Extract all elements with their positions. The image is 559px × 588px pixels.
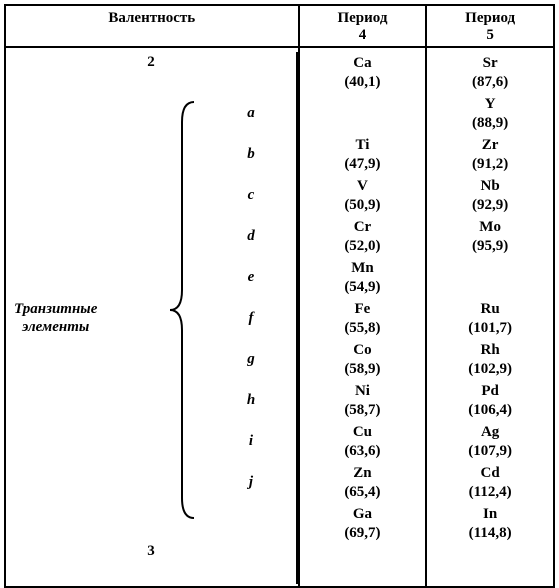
- period-5-cell: Sr (87,6) Y (88,9) Zr (91,2) Nb (92,9) Mo (95…: [426, 47, 554, 587]
- valency-cell: 2 Транзитные элементы a b c d e f g h: [5, 47, 299, 587]
- element-symbol: Cu: [353, 424, 372, 440]
- element-symbol: Y: [485, 96, 496, 112]
- element-mass: (114,8): [469, 525, 512, 541]
- cell-p4: V (50,9): [300, 175, 426, 216]
- cell-p4: Ca (40,1): [300, 52, 426, 93]
- element-mass: (50,9): [344, 197, 380, 213]
- element-mass: (58,7): [344, 402, 380, 418]
- element-mass: (106,4): [468, 402, 512, 418]
- element-mass: (92,9): [472, 197, 508, 213]
- element-symbol: Mo: [479, 219, 501, 235]
- cell-p4: Cu (63,6): [300, 421, 426, 462]
- element-mass: (54,9): [344, 279, 380, 295]
- cell-p5: Pd (106,4): [427, 380, 553, 421]
- element-mass: (95,9): [472, 238, 508, 254]
- element-mass: (55,8): [344, 320, 380, 336]
- element-symbol: Zr: [482, 137, 499, 153]
- header-period-4-l1: Период: [337, 10, 387, 26]
- element-symbol: In: [483, 506, 497, 522]
- valency-3: 3: [6, 543, 296, 560]
- cell-p5: Cd (112,4): [427, 462, 553, 503]
- row-letter: b: [221, 134, 281, 175]
- element-symbol: Ni: [355, 383, 370, 399]
- row-letter: a: [221, 93, 281, 134]
- header-period-5: Период 5: [426, 5, 554, 47]
- row-letters: a b c d e f g h i j: [221, 93, 281, 503]
- element-mass: (87,6): [472, 74, 508, 90]
- valency-2: 2: [6, 54, 296, 71]
- element-symbol: Mn: [351, 260, 374, 276]
- element-symbol: Co: [353, 342, 371, 358]
- transit-label-l1: Транзитные: [14, 301, 97, 317]
- cell-p4: [300, 93, 426, 134]
- cell-p4: Ni (58,7): [300, 380, 426, 421]
- curly-brace-icon: [166, 100, 196, 520]
- element-mass: (58,9): [344, 361, 380, 377]
- transit-label-l2: элементы: [22, 319, 89, 335]
- element-symbol: Ti: [355, 137, 369, 153]
- element-symbol: Ca: [353, 55, 371, 71]
- header-valency: Валентность: [5, 5, 299, 47]
- header-period-4: Период 4: [299, 5, 427, 47]
- row-letter: j: [221, 462, 281, 503]
- period-4-cell: Ca (40,1) Ti (47,9) V (50,9) Cr (52,0) Mn (54…: [299, 47, 427, 587]
- cell-p4: Fe (55,8): [300, 298, 426, 339]
- cell-p5: In (114,8): [427, 503, 553, 544]
- cell-p4: Ti (47,9): [300, 134, 426, 175]
- element-symbol: Ga: [353, 506, 372, 522]
- row-letter: f: [221, 298, 281, 339]
- element-mass: (65,4): [344, 484, 380, 500]
- header-period-5-l2: 5: [486, 27, 494, 43]
- element-mass: (112,4): [469, 484, 512, 500]
- transit-label: Транзитные элементы: [14, 300, 97, 336]
- header-period-4-l2: 4: [359, 27, 367, 43]
- cell-p5: Rh (102,9): [427, 339, 553, 380]
- element-symbol: V: [357, 178, 368, 194]
- element-mass: (69,7): [344, 525, 380, 541]
- cell-p4: Cr (52,0): [300, 216, 426, 257]
- cell-p5: Sr (87,6): [427, 52, 553, 93]
- row-letter: d: [221, 216, 281, 257]
- element-mass: (88,9): [472, 115, 508, 131]
- header-row: Валентность Период 4 Период 5: [5, 5, 554, 47]
- cell-p5: Ru (101,7): [427, 298, 553, 339]
- cell-p4: Ga (69,7): [300, 503, 426, 544]
- element-symbol: Cd: [481, 465, 500, 481]
- element-mass: (91,2): [472, 156, 508, 172]
- cell-p4: Zn (65,4): [300, 462, 426, 503]
- element-symbol: Zn: [353, 465, 371, 481]
- element-mass: (107,9): [468, 443, 512, 459]
- row-letter: g: [221, 339, 281, 380]
- element-symbol: Pd: [481, 383, 499, 399]
- element-mass: (47,9): [344, 156, 380, 172]
- element-symbol: Cr: [354, 219, 372, 235]
- cell-p5: Mo (95,9): [427, 216, 553, 257]
- element-symbol: Nb: [481, 178, 500, 194]
- cell-p5: Ag (107,9): [427, 421, 553, 462]
- element-mass: (63,6): [344, 443, 380, 459]
- header-period-5-l1: Период: [465, 10, 515, 26]
- element-symbol: Rh: [481, 342, 500, 358]
- element-mass: (40,1): [344, 74, 380, 90]
- row-letter: e: [221, 257, 281, 298]
- element-symbol: Ru: [481, 301, 500, 317]
- element-symbol: Sr: [483, 55, 498, 71]
- row-letter: i: [221, 421, 281, 462]
- cell-p5: Zr (91,2): [427, 134, 553, 175]
- element-symbol: Ag: [481, 424, 499, 440]
- cell-p5: Nb (92,9): [427, 175, 553, 216]
- element-mass: (102,9): [468, 361, 512, 377]
- row-letter: h: [221, 380, 281, 421]
- cell-p4: Co (58,9): [300, 339, 426, 380]
- cell-p4: Mn (54,9): [300, 257, 426, 298]
- cell-p5: Y (88,9): [427, 93, 553, 134]
- element-symbol: Fe: [355, 301, 371, 317]
- periodic-table: Валентность Период 4 Период 5 2 Транзитн…: [4, 4, 555, 588]
- row-letter: c: [221, 175, 281, 216]
- body-row: 2 Транзитные элементы a b c d e f g h: [5, 47, 554, 587]
- cell-p5: [427, 257, 553, 298]
- element-mass: (52,0): [344, 238, 380, 254]
- element-mass: (101,7): [468, 320, 512, 336]
